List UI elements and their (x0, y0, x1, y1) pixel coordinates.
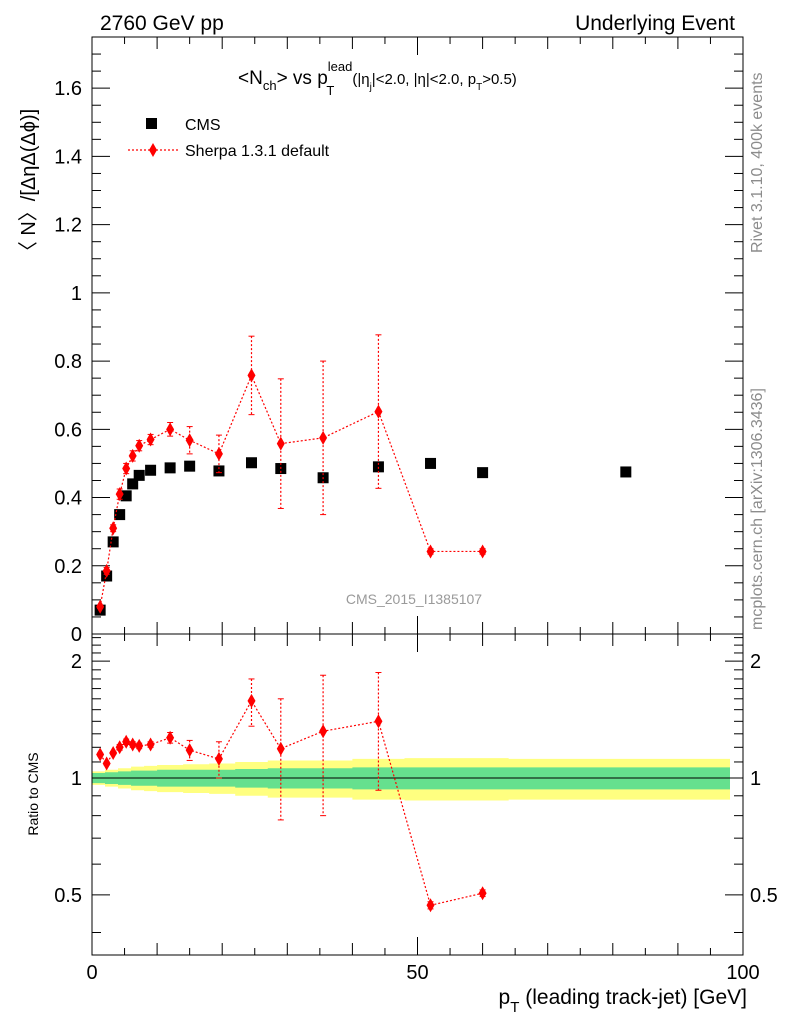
legend-cms-label: CMS (185, 117, 221, 134)
sherpa-main-point (319, 430, 328, 445)
sherpa-ratio-point (185, 743, 194, 758)
data-marks (94, 334, 632, 913)
sherpa-main-point (426, 544, 435, 559)
cms-data-point (425, 457, 437, 469)
axis-ticks: 0 0.2 0.4 0.6 0.8 1 1.2 1.4 1.6 0 50 100 0.5 0.5 1 1 2 2 (54, 37, 778, 984)
chart-title: <Nch> vs plead T(|ηj|<2.0, |η|<2.0, pT>0.… (238, 59, 517, 98)
sherpa-main-point (374, 404, 383, 419)
sherpa-main-series-line (99, 373, 483, 607)
sherpa-ratio-point (166, 730, 175, 745)
sherpa-ratio-point (374, 714, 383, 729)
sherpa-main-point (146, 432, 155, 447)
ratio-y-tick-label-right: 2 (750, 651, 761, 673)
sherpa-ratio-series-line (99, 699, 483, 907)
sherpa-ratio-point (276, 741, 285, 756)
ratio-ylabel: Ratio to CMS (25, 752, 41, 835)
mcplots-label: mcplots.cern.ch [arXiv:1306.3436] (749, 388, 766, 630)
sherpa-ratio-point (122, 734, 131, 749)
cms-data-point (213, 465, 225, 477)
sherpa-ratio-point (96, 747, 105, 762)
sherpa-ratio-point (426, 898, 435, 913)
sherpa-ratio-error-bar (215, 741, 222, 779)
sherpa-ratio-point (109, 746, 118, 761)
sherpa-main-point (185, 433, 194, 448)
main-ylabel: 〈 N〉/[ΔηΔ(Δϕ)] (18, 109, 40, 261)
x-tick-label: 100 (726, 962, 759, 984)
sherpa-main-point (115, 487, 124, 502)
cms-data-point (107, 536, 119, 548)
sherpa-ratio-point (135, 738, 144, 753)
sherpa-ratio-point (214, 751, 223, 766)
sherpa-ratio-point (115, 740, 124, 755)
sherpa-ratio-point (319, 724, 328, 739)
sherpa-main-error-bar (215, 434, 222, 474)
legend-sherpa-label: Sherpa 1.3.1 default (185, 143, 330, 160)
cms-data-point (114, 509, 126, 521)
sherpa-main-point (135, 438, 144, 453)
cms-data-point (184, 460, 196, 472)
sherpa-main-point (96, 599, 105, 614)
x-tick-label: 0 (86, 962, 97, 984)
cms-data-point (145, 464, 157, 476)
analysis-watermark: CMS_2015_I1385107 (346, 591, 482, 607)
cms-data-point (133, 469, 145, 481)
sherpa-ratio-point (146, 737, 155, 752)
cms-data-point (477, 467, 489, 479)
ratio-y-tick-label: 0.5 (54, 885, 82, 907)
y-tick-label: 0.4 (54, 488, 82, 510)
sherpa-ratio-point (478, 886, 487, 901)
legend: CMS Sherpa 1.3.1 default (128, 117, 330, 160)
y-tick-label: 1.4 (54, 146, 82, 168)
ratio-y-tick-label: 2 (71, 651, 82, 673)
ratio-y-tick-label-right: 1 (750, 768, 761, 790)
ratio-y-tick-label-right: 0.5 (750, 885, 778, 907)
cms-data-point (127, 478, 139, 490)
cms-data-point (620, 466, 632, 478)
sherpa-main-point (128, 448, 137, 463)
ratio-panel-frame (91, 633, 744, 956)
header-right: Underlying Event (575, 12, 735, 35)
y-tick-label: 1.2 (54, 215, 82, 237)
sherpa-ratio-error-bar (320, 674, 327, 817)
cms-data-point (164, 462, 176, 474)
sherpa-main-point (247, 368, 256, 383)
legend-cms-marker (146, 118, 157, 129)
y-tick-label: 1.6 (54, 78, 82, 100)
sherpa-main-point (102, 563, 111, 578)
sherpa-main-error-bar (248, 335, 255, 416)
y-tick-label: 0.2 (54, 556, 82, 578)
cms-data-point (120, 490, 132, 502)
sherpa-main-point (276, 436, 285, 451)
sherpa-main-point (478, 544, 487, 559)
sherpa-ratio-point (247, 693, 256, 708)
ratio-uncertainty-band (92, 758, 730, 801)
cms-data-point (245, 457, 257, 469)
sherpa-main-point (109, 521, 118, 536)
rivet-label: Rivet 3.1.10, 400k events (749, 72, 766, 253)
sherpa-ratio-point (102, 756, 111, 771)
sherpa-ratio-error-bar (277, 698, 284, 821)
y-tick-label: 0.6 (54, 419, 82, 441)
sherpa-ratio-point (128, 737, 137, 752)
sherpa-ratio-error-bar (375, 672, 382, 791)
sherpa-main-point (122, 461, 131, 476)
legend-sherpa-marker (149, 143, 157, 157)
sherpa-main-point (214, 446, 223, 461)
x-tick-label: 50 (406, 962, 428, 984)
y-tick-label: 1 (71, 283, 82, 305)
y-tick-label: 0 (71, 624, 82, 646)
sherpa-ratio-error-bar (248, 678, 255, 727)
y-tick-label: 0.8 (54, 351, 82, 373)
x-axis-label: pT (leading track-jet) [GeV] (499, 986, 747, 1016)
sherpa-main-point (166, 422, 175, 437)
header-left: 2760 GeV pp (100, 12, 224, 35)
ratio-y-tick-label: 1 (71, 768, 82, 790)
